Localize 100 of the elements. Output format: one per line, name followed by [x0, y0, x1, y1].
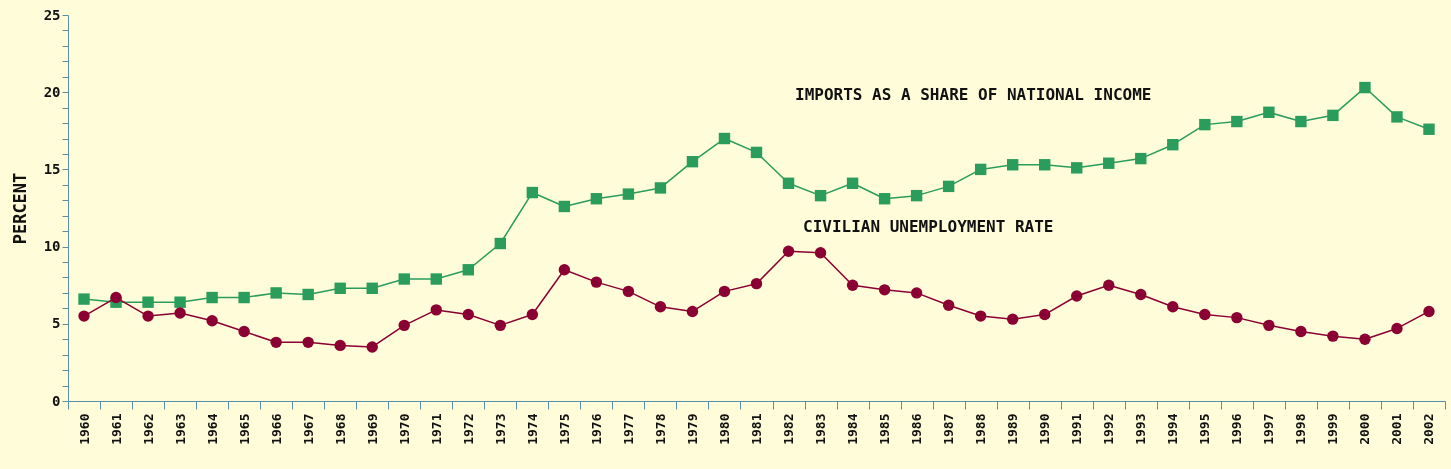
- x-tick-label: 1989: [1005, 413, 1021, 445]
- x-tick-label: 1992: [1101, 413, 1117, 445]
- x-tick-label: 1971: [428, 413, 444, 445]
- x-tick-label: 1983: [813, 413, 829, 445]
- point: [526, 186, 539, 199]
- x-tick-label: 1995: [1197, 413, 1213, 445]
- point: [494, 319, 507, 332]
- x-tick-label: 1987: [941, 413, 957, 445]
- x-tick-label: 1966: [268, 413, 284, 445]
- x-tick-label: 1996: [1229, 413, 1245, 445]
- series-label: CIVILIAN UNEMPLOYMENT RATE: [803, 217, 1054, 236]
- x-tick-label: 1985: [877, 413, 893, 445]
- text: IMPORTS AS A SHARE OF NATIONAL INCOME: [795, 85, 1152, 104]
- point: [1295, 325, 1307, 338]
- point: [974, 310, 987, 322]
- point: [558, 264, 571, 276]
- point: [558, 200, 571, 213]
- point: [302, 288, 314, 301]
- point: [238, 291, 250, 304]
- point: [1006, 313, 1019, 325]
- point: [782, 245, 795, 257]
- point: [718, 132, 731, 145]
- x-tick-label: 1960: [76, 413, 92, 445]
- point: [910, 189, 923, 202]
- point: [1039, 308, 1051, 321]
- point: [1263, 106, 1275, 118]
- x-tick-label: 1965: [236, 413, 252, 445]
- point: [1039, 159, 1051, 171]
- point: [1295, 115, 1307, 128]
- x-tick-label: 1982: [781, 413, 797, 445]
- x-tick-label: 1993: [1133, 413, 1149, 445]
- point: [174, 296, 186, 308]
- x-tick-label: 1962: [140, 413, 156, 445]
- y-tick-label: 20: [43, 83, 61, 100]
- point: [622, 285, 635, 298]
- point: [1231, 311, 1243, 324]
- x-tick-label: 1998: [1293, 413, 1309, 445]
- point: [1391, 322, 1403, 335]
- x-tick-label: 1988: [973, 413, 989, 445]
- point: [398, 273, 410, 285]
- x-tick-label: 1986: [909, 413, 925, 445]
- point: [974, 163, 987, 176]
- point: [1359, 81, 1371, 94]
- x-tick-label: 1991: [1069, 413, 1085, 445]
- point: [750, 277, 763, 290]
- point: [942, 299, 955, 311]
- point: [1135, 288, 1147, 301]
- point: [270, 336, 282, 349]
- point: [1135, 152, 1147, 165]
- point: [494, 237, 507, 250]
- point: [782, 177, 795, 189]
- point: [718, 285, 731, 298]
- x-tick-label: 1973: [492, 413, 508, 445]
- x-tick-label: 1990: [1037, 413, 1053, 445]
- x-tick-label: 1972: [460, 413, 476, 445]
- y-tick-label: 0: [52, 392, 61, 409]
- point: [1263, 319, 1275, 332]
- point: [1423, 123, 1435, 135]
- point: [142, 296, 154, 308]
- point: [846, 279, 859, 291]
- point: [1391, 111, 1403, 123]
- point: [686, 155, 699, 168]
- point: [590, 193, 603, 205]
- point: [366, 341, 378, 353]
- point: [366, 282, 378, 294]
- point: [1327, 330, 1339, 342]
- point: [878, 284, 891, 296]
- point: [1327, 109, 1339, 122]
- x-tick-label: 1961: [108, 413, 124, 445]
- x-tick-label: 2000: [1357, 413, 1373, 445]
- point: [334, 282, 346, 294]
- point: [1359, 333, 1371, 345]
- point: [814, 189, 827, 202]
- point: [590, 276, 603, 288]
- point: [1071, 162, 1083, 174]
- point: [622, 188, 635, 200]
- x-tick-label: 1969: [364, 413, 380, 445]
- point: [334, 339, 346, 352]
- x-tick-label: 1994: [1165, 413, 1181, 445]
- x-tick-label: 1967: [300, 413, 316, 445]
- x-tick-label: 2001: [1389, 413, 1405, 445]
- point: [398, 319, 410, 332]
- point: [462, 308, 474, 321]
- y-tick-label: 15: [43, 160, 61, 177]
- point: [430, 273, 442, 285]
- point: [110, 291, 122, 304]
- point: [206, 315, 218, 327]
- point: [238, 325, 250, 338]
- point: [654, 182, 667, 194]
- point: [846, 177, 859, 189]
- point: [1199, 308, 1211, 321]
- x-tick-label: 1964: [204, 413, 220, 445]
- point: [270, 287, 282, 299]
- point: [1231, 115, 1243, 128]
- x-tick-label: 1968: [332, 413, 348, 445]
- y-tick-label: 25: [43, 6, 61, 23]
- point: [814, 247, 827, 259]
- x-tick-label: 1963: [172, 413, 188, 445]
- point: [1103, 157, 1115, 169]
- point: [174, 307, 186, 319]
